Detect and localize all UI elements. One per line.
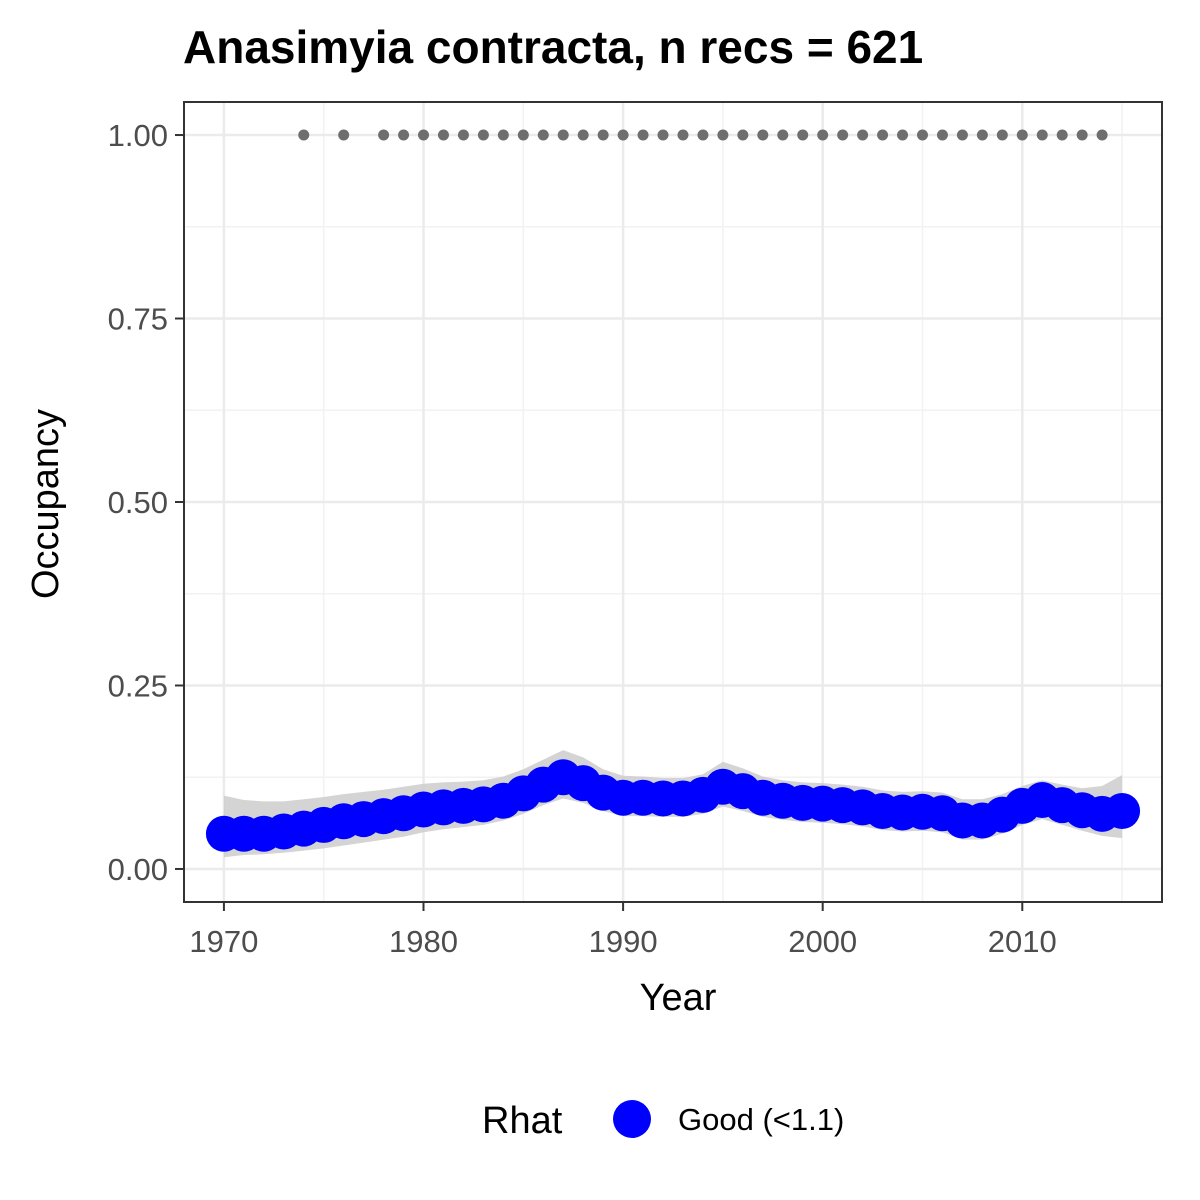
data-points-layer xyxy=(205,129,1141,852)
observed-point xyxy=(657,129,669,141)
observed-point xyxy=(897,129,909,141)
observed-point xyxy=(597,129,609,141)
observed-point xyxy=(637,129,649,141)
observed-point xyxy=(378,129,390,141)
observed-point xyxy=(956,129,968,141)
y-tick-label: 1.00 xyxy=(108,118,168,153)
y-axis: 0.00 0.25 0.50 0.75 1.00 xyxy=(108,118,184,887)
observed-point xyxy=(557,129,569,141)
x-tick-label: 2000 xyxy=(788,924,857,959)
observed-point xyxy=(497,129,509,141)
observed-point xyxy=(298,129,310,141)
y-tick-label: 0.00 xyxy=(108,852,168,887)
observed-point xyxy=(517,129,529,141)
y-tick-label: 0.25 xyxy=(108,668,168,703)
observed-point xyxy=(817,129,829,141)
observed-point xyxy=(577,129,589,141)
legend-title: Rhat xyxy=(482,1100,563,1142)
occupancy-point xyxy=(1104,792,1141,829)
observed-point xyxy=(398,129,410,141)
observed-point xyxy=(877,129,889,141)
observed-point xyxy=(617,129,629,141)
grid-major xyxy=(184,102,1162,902)
observed-point xyxy=(1056,129,1068,141)
observed-point xyxy=(677,129,689,141)
observed-point xyxy=(936,129,948,141)
y-axis-title: Occupancy xyxy=(25,409,67,599)
observed-point xyxy=(837,129,849,141)
observed-point xyxy=(797,129,809,141)
x-axis-title: Year xyxy=(640,977,717,1019)
x-tick-label: 2010 xyxy=(988,924,1057,959)
x-tick-label: 1970 xyxy=(189,924,258,959)
legend-key-good xyxy=(613,1100,651,1138)
legend-label-good: Good (<1.1) xyxy=(678,1102,844,1137)
observed-point xyxy=(697,129,709,141)
observed-point xyxy=(1096,129,1108,141)
observed-point xyxy=(996,129,1008,141)
observed-point xyxy=(857,129,869,141)
observed-point xyxy=(1016,129,1028,141)
y-tick-label: 0.75 xyxy=(108,302,168,337)
legend: Rhat Good (<1.1) xyxy=(482,1100,844,1142)
observed-point xyxy=(418,129,430,141)
y-tick-label: 0.50 xyxy=(108,485,168,520)
observed-point xyxy=(537,129,549,141)
observed-point xyxy=(777,129,789,141)
observed-point xyxy=(338,129,350,141)
x-tick-label: 1990 xyxy=(589,924,658,959)
observed-point xyxy=(717,129,729,141)
observed-point xyxy=(1036,129,1048,141)
observed-point xyxy=(737,129,749,141)
observed-point xyxy=(457,129,469,141)
observed-point xyxy=(477,129,489,141)
x-axis: 1970 1980 1990 2000 2010 xyxy=(189,902,1057,959)
x-tick-label: 1980 xyxy=(389,924,458,959)
observed-point xyxy=(437,129,449,141)
observed-point xyxy=(976,129,988,141)
observed-point xyxy=(916,129,928,141)
chart-title: Anasimyia contracta, n recs = 621 xyxy=(183,21,923,73)
observed-point xyxy=(1076,129,1088,141)
observed-point xyxy=(757,129,769,141)
